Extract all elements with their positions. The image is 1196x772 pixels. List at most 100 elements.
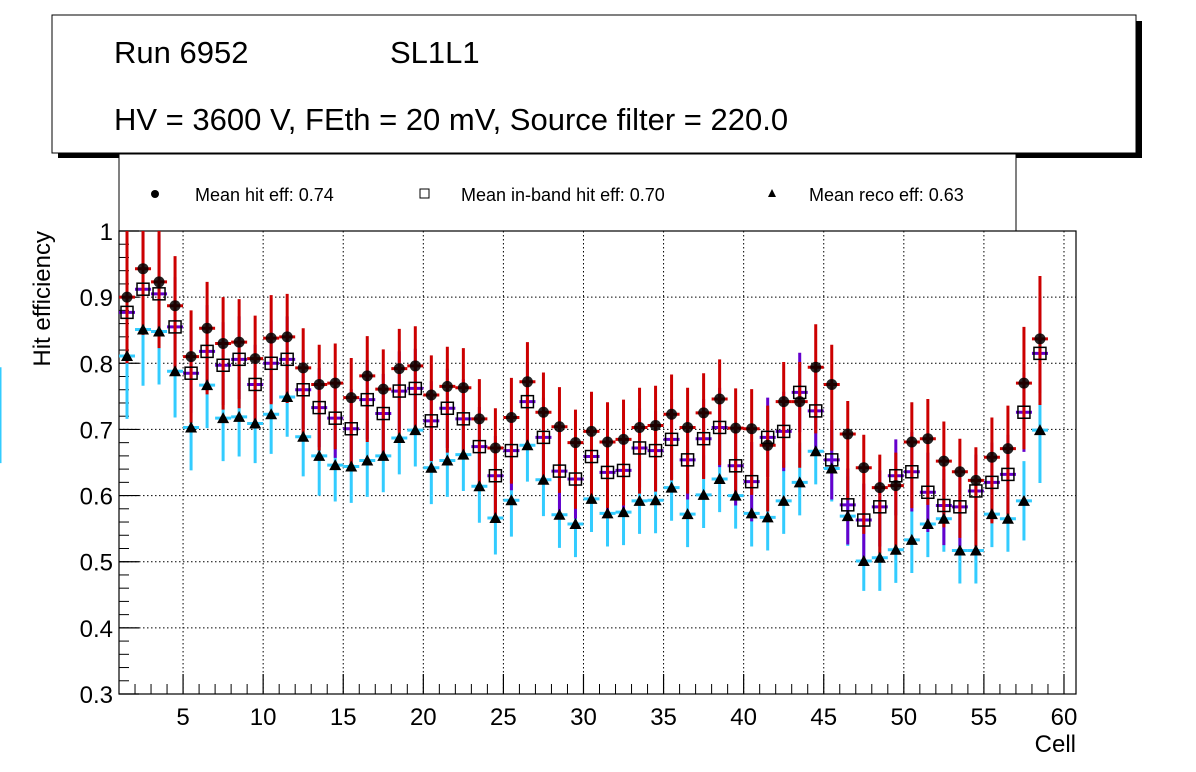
- inband-eff-point: [744, 474, 759, 489]
- reco-eff-point: [297, 430, 310, 442]
- hit-eff-point: [618, 433, 630, 445]
- hit-eff-point: [1034, 333, 1046, 345]
- hit-eff-point: [986, 451, 998, 463]
- reco-eff-point: [601, 507, 614, 519]
- reco-eff-point: [441, 454, 454, 466]
- reco-eff-point: [905, 533, 918, 545]
- reco-eff-point: [793, 476, 806, 488]
- legend-reco-label: Mean reco eff: 0.63: [809, 185, 964, 205]
- hit-eff-point: [265, 332, 277, 344]
- hit-eff-point: [874, 482, 886, 494]
- hit-eff-point: [698, 407, 710, 419]
- hit-eff-point: [153, 276, 165, 288]
- reco-eff-point: [873, 551, 886, 563]
- hit-eff-point: [185, 351, 197, 363]
- inband-eff-point: [857, 513, 871, 527]
- reco-eff-point: [1001, 512, 1014, 524]
- hit-eff-point: [329, 377, 341, 389]
- hit-eff-point: [201, 322, 213, 334]
- reco-eff-point: [153, 325, 166, 337]
- legend-inband-label: Mean in-band hit eff: 0.70: [461, 185, 665, 205]
- hit-eff-point: [970, 474, 982, 486]
- hit-eff-point: [361, 370, 373, 382]
- reco-eff-point: [953, 544, 966, 556]
- inband-eff-point: [392, 384, 407, 398]
- reco-eff-point: [377, 449, 390, 461]
- x-axis-title: Cell: [1035, 731, 1076, 758]
- reco-eff-point: [233, 410, 246, 422]
- y-tick-label: 0.4: [80, 616, 113, 643]
- hit-eff-point: [826, 378, 838, 390]
- hit-eff-point: [537, 406, 549, 418]
- hit-eff-point: [858, 462, 870, 474]
- y-tick-label: 0.9: [80, 285, 113, 312]
- inband-eff-point: [648, 443, 663, 458]
- x-tick-label: 25: [490, 704, 517, 731]
- reco-eff-point: [585, 492, 598, 504]
- inband-eff-point: [552, 464, 567, 478]
- hit-eff-point: [489, 442, 501, 454]
- series-hit-markers: [121, 263, 1046, 494]
- inband-eff-point: [985, 475, 999, 490]
- reco-eff-point: [137, 323, 150, 335]
- reco-eff-point: [617, 506, 630, 518]
- hit-eff-point: [778, 396, 790, 408]
- x-tick-label: 5: [176, 704, 189, 731]
- reco-eff-point: [313, 449, 326, 461]
- legend-hit-marker: [151, 190, 159, 198]
- reco-eff-point: [217, 412, 230, 424]
- inband-eff-point: [120, 305, 134, 320]
- x-tick-label: 35: [650, 704, 677, 731]
- inband-eff-point: [873, 500, 887, 514]
- inband-eff-point: [296, 382, 310, 397]
- hit-eff-point: [666, 408, 678, 420]
- reco-eff-point: [329, 459, 342, 471]
- reco-eff-point: [665, 481, 678, 493]
- hit-eff-point: [249, 353, 261, 365]
- reco-eff-point: [281, 391, 294, 403]
- legend-hit-label: Mean hit eff: 0.74: [195, 185, 334, 205]
- inband-eff-point: [600, 465, 615, 480]
- hit-eff-point: [585, 425, 597, 437]
- inband-eff-point: [248, 377, 262, 392]
- inband-eff-point: [344, 422, 358, 436]
- reco-eff-point: [249, 417, 262, 429]
- reco-eff-point: [809, 445, 822, 457]
- reco-eff-point: [713, 473, 726, 485]
- inband-eff-point: [136, 282, 150, 296]
- inband-eff-point: [504, 443, 519, 458]
- inband-eff-point: [232, 352, 246, 367]
- reco-eff-point: [761, 511, 774, 523]
- hit-eff-point: [634, 421, 646, 433]
- hit-eff-point: [313, 378, 325, 390]
- inband-eff-point: [456, 412, 471, 426]
- hit-eff-point: [441, 380, 453, 392]
- inband-eff-point: [568, 472, 583, 486]
- inband-eff-point: [776, 424, 791, 439]
- y-tick-label: 0.6: [80, 484, 113, 511]
- hit-eff-point: [938, 455, 950, 467]
- hit-eff-point: [457, 382, 469, 394]
- reco-eff-point: [697, 488, 710, 500]
- inband-eff-point: [472, 439, 487, 454]
- inband-eff-point: [328, 411, 342, 425]
- reco-eff-point: [409, 424, 422, 436]
- reco-eff-point: [521, 439, 534, 451]
- hit-eff-point: [730, 422, 742, 434]
- hit-eff-point: [521, 376, 533, 388]
- hit-eff-point: [121, 291, 133, 303]
- title-conditions: HV = 3600 V, FEth = 20 mV, Source filter…: [114, 102, 788, 137]
- hit-eff-point: [1018, 377, 1030, 389]
- hit-eff-point: [409, 360, 421, 372]
- x-tick-label: 55: [971, 704, 998, 731]
- reco-eff-point: [889, 543, 902, 555]
- reco-eff-point: [361, 454, 374, 466]
- inband-eff-point: [168, 320, 182, 334]
- inband-eff-point: [824, 453, 839, 467]
- inband-eff-point: [424, 414, 439, 428]
- inband-eff-point: [312, 400, 326, 415]
- reco-eff-point: [553, 508, 566, 520]
- inband-eff-point: [712, 420, 727, 435]
- x-tick-label: 50: [890, 704, 917, 731]
